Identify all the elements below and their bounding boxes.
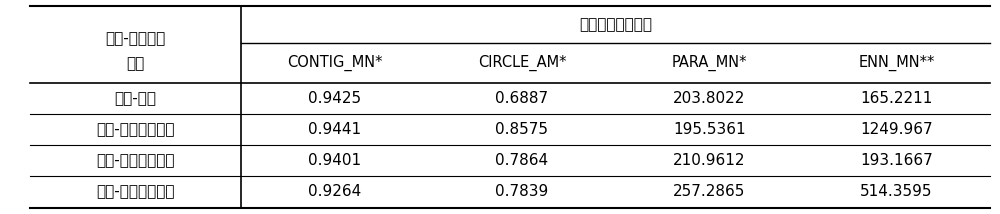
- Text: 195.5361: 195.5361: [673, 122, 746, 137]
- Text: 0.7839: 0.7839: [495, 184, 549, 199]
- Text: 类型水平景观指数: 类型水平景观指数: [579, 17, 652, 32]
- Text: 耕地-潜育型水稻土: 耕地-潜育型水稻土: [96, 184, 175, 199]
- Text: 257.2865: 257.2865: [673, 184, 745, 199]
- Text: 0.9441: 0.9441: [308, 122, 361, 137]
- Text: 0.7864: 0.7864: [495, 153, 549, 168]
- Text: PARA_MN*: PARA_MN*: [671, 55, 747, 71]
- Text: 0.9425: 0.9425: [308, 91, 361, 106]
- Text: 0.6887: 0.6887: [495, 91, 549, 106]
- Text: 514.3595: 514.3595: [860, 184, 933, 199]
- Text: ENN_MN**: ENN_MN**: [858, 55, 935, 71]
- Text: 203.8022: 203.8022: [673, 91, 745, 106]
- Text: 耕地-土壤亚类: 耕地-土壤亚类: [105, 31, 166, 46]
- Text: 耕地-潴育型水稻土: 耕地-潴育型水稻土: [96, 153, 175, 168]
- Text: 单元: 单元: [126, 56, 145, 71]
- Text: CONTIG_MN*: CONTIG_MN*: [287, 55, 383, 71]
- Text: 210.9612: 210.9612: [673, 153, 745, 168]
- Text: 165.2211: 165.2211: [860, 91, 933, 106]
- Text: 1249.967: 1249.967: [860, 122, 933, 137]
- Text: 耕地-淹育型水稻土: 耕地-淹育型水稻土: [96, 122, 175, 137]
- Text: 0.9401: 0.9401: [308, 153, 361, 168]
- Text: 193.1667: 193.1667: [860, 153, 933, 168]
- Text: 耕地-红壤: 耕地-红壤: [115, 91, 157, 106]
- Text: CIRCLE_AM*: CIRCLE_AM*: [478, 55, 566, 71]
- Text: 0.8575: 0.8575: [496, 122, 548, 137]
- Text: 0.9264: 0.9264: [308, 184, 361, 199]
